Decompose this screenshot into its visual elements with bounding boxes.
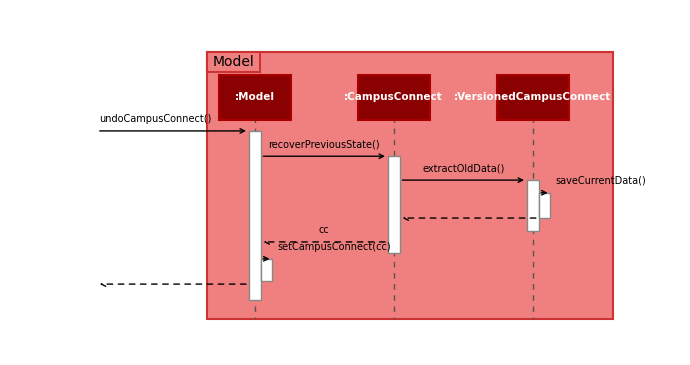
Text: saveCurrentData(): saveCurrentData() — [555, 176, 647, 186]
FancyBboxPatch shape — [497, 75, 569, 120]
Text: extractOldData(): extractOldData() — [422, 163, 504, 173]
Text: recoverPreviousState(): recoverPreviousState() — [268, 139, 380, 149]
Text: :CampusConnect: :CampusConnect — [344, 92, 443, 102]
FancyBboxPatch shape — [219, 75, 290, 120]
Bar — [249, 131, 261, 300]
Text: cc: cc — [319, 225, 330, 235]
Bar — [388, 156, 400, 253]
Text: Model: Model — [213, 55, 254, 69]
Text: :VersionedCampusConnect: :VersionedCampusConnect — [454, 92, 611, 102]
Bar — [527, 180, 539, 231]
Text: :Model: :Model — [235, 92, 275, 102]
Bar — [539, 193, 551, 218]
FancyBboxPatch shape — [357, 75, 430, 120]
Text: undoCampusConnect(): undoCampusConnect() — [99, 114, 212, 124]
Bar — [261, 259, 273, 281]
Text: setCampusConnect(cc): setCampusConnect(cc) — [277, 242, 391, 252]
Bar — [206, 52, 613, 319]
Bar — [206, 52, 260, 72]
